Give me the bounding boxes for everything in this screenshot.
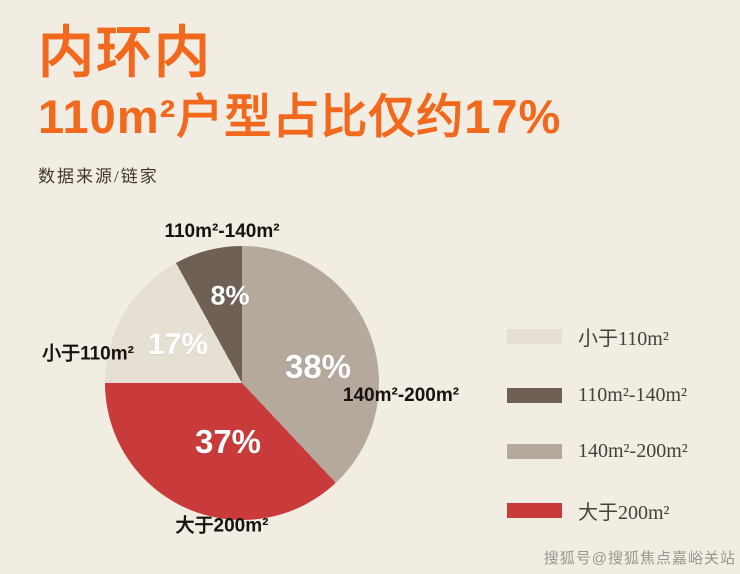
- legend-item-over-200: 大于200m²: [507, 496, 688, 525]
- page-title-line1: 内环内: [38, 21, 212, 84]
- legend-label: 140m²-200m²: [578, 440, 688, 462]
- legend-swatch: [507, 444, 562, 459]
- pie-chart: 38% 37% 17% 8%: [105, 246, 379, 520]
- pie-callout-over-200: 大于200m²: [175, 515, 269, 537]
- pie-percent-label-110-140: 8%: [210, 280, 250, 311]
- legend-label: 110m²-140m²: [578, 384, 688, 406]
- pie-percent-label-over-200: 37%: [194, 423, 262, 460]
- data-source-note: 数据来源/链家: [38, 166, 159, 186]
- pie-percent-label-under-110: 17%: [147, 328, 209, 361]
- chart-legend: 小于110m² 110m²-140m² 140m²-200m² 大于200m²: [507, 322, 688, 525]
- legend-item-140-200: 140m²-200m²: [507, 440, 688, 463]
- pie-callout-140-200: 140m²-200m²: [342, 385, 460, 406]
- page-title-line2: 110m²户型占比仅约17%: [38, 89, 562, 143]
- header: 内环内 110m²户型占比仅约17% 数据来源/链家: [38, 22, 561, 187]
- pie-callout-under-110: 小于110m²: [42, 343, 134, 365]
- legend-item-under-110: 小于110m²: [507, 322, 688, 351]
- legend-swatch: [507, 503, 562, 518]
- legend-label: 小于110m²: [578, 328, 669, 350]
- pie-callout-110-140: 110m²-140m²: [164, 221, 280, 242]
- pie-percent-label-140-200: 38%: [284, 348, 352, 385]
- legend-label: 大于200m²: [578, 502, 670, 524]
- legend-swatch: [507, 329, 562, 344]
- legend-item-110-140: 110m²-140m²: [507, 384, 688, 407]
- legend-swatch: [507, 388, 562, 403]
- watermark: 搜狐号@搜狐焦点嘉峪关站: [543, 550, 736, 567]
